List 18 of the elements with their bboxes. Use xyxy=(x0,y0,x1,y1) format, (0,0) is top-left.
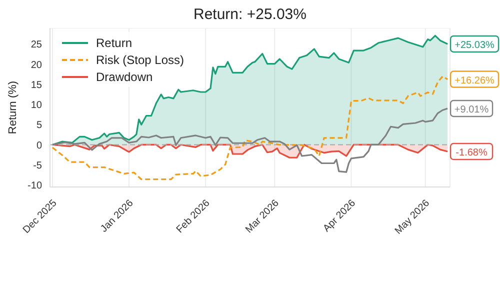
y-tick-label: 10 xyxy=(30,100,42,112)
y-tick-label: 15 xyxy=(30,80,42,91)
data-label: +16.26% xyxy=(454,75,495,86)
y-tick-label: -10 xyxy=(28,180,42,192)
line-series xyxy=(52,108,448,173)
data-label: +25.03% xyxy=(454,40,495,51)
y-tick-label: 5 xyxy=(36,120,42,132)
y-tick-label: -5 xyxy=(33,160,42,172)
y-tick-label: 0 xyxy=(36,140,42,152)
data-label: -1.68% xyxy=(456,147,488,158)
chart-title: Return: +25.03% xyxy=(192,5,308,25)
y-axis-title: Return (%) xyxy=(6,80,19,134)
legend-label: Risk (Stop Loss) xyxy=(96,52,184,66)
y-tick-label: 20 xyxy=(30,60,42,71)
data-label: +9.01% xyxy=(454,104,489,116)
legend-label: Return xyxy=(96,36,132,50)
y-tick-label: 25 xyxy=(30,40,42,51)
legend-label: Drawdown xyxy=(96,70,153,84)
